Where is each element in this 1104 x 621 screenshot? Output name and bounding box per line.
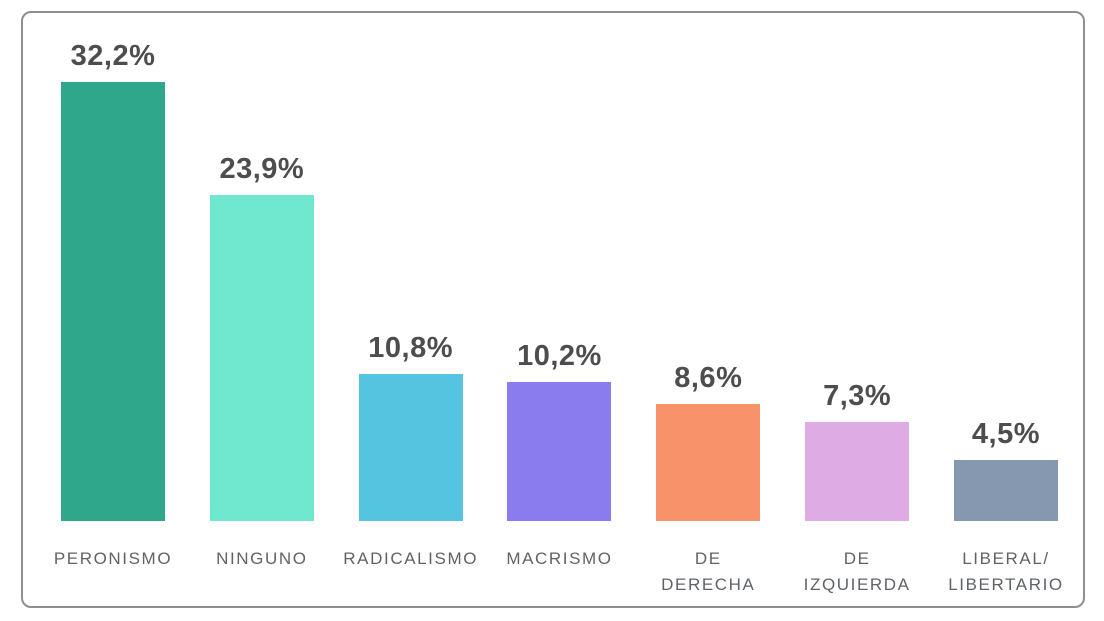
bar-value-label: 23,9%: [219, 153, 305, 185]
category-label: DE IZQUIERDA: [803, 549, 911, 594]
category-label-cell: PERONISMO: [54, 546, 171, 597]
category-label: RADICALISMO: [343, 549, 479, 568]
bar-column-macrismo: 10,2%: [507, 340, 612, 521]
category-label-cell: RADICALISMO: [343, 546, 476, 597]
bar-column-radicalismo: 10,8%: [358, 332, 463, 521]
bar-value-label: 10,2%: [517, 340, 602, 372]
bar-value-label: 8,6%: [674, 362, 743, 394]
category-label-cell: DE IZQUIERDA: [803, 546, 911, 597]
bar-column-de-izquierda: 7,3%: [805, 380, 910, 521]
category-label-cell: NINGUNO: [210, 546, 314, 597]
bar-de-derecha: [656, 404, 761, 521]
chart-frame: 32,2% 23,9% 10,8% 10,2% 8,6% 7,3% 4,5% PERONIS…: [21, 11, 1085, 608]
category-label: DE DERECHA: [661, 549, 756, 594]
bar-radicalismo: [358, 374, 463, 521]
bar-value-label: 7,3%: [823, 380, 892, 412]
category-label-cell: DE DERECHA: [656, 546, 760, 597]
category-label: NINGUNO: [216, 549, 308, 568]
category-label-cell: MACRISMO: [506, 546, 613, 597]
category-label: MACRISMO: [506, 549, 613, 568]
bar-de-izquierda: [805, 422, 910, 521]
bar-ninguno: [209, 195, 314, 521]
bar-value-label: 32,2%: [70, 40, 156, 72]
bar-value-label: 4,5%: [971, 418, 1041, 450]
bar-column-liberal-libertario: 4,5%: [953, 418, 1058, 521]
category-label: PERONISMO: [53, 549, 173, 568]
bar-liberal-libertario: [953, 460, 1058, 521]
bar-column-ninguno: 23,9%: [209, 153, 314, 521]
bar-column-de-derecha: 8,6%: [656, 362, 761, 521]
category-label: LIBERAL/ LIBERTARIO: [948, 549, 1064, 594]
labels-row: PERONISMO NINGUNO RADICALISMO MACRISMO DE DE…: [23, 521, 1083, 597]
bar-value-label: 10,8%: [368, 332, 454, 364]
bars-row: 32,2% 23,9% 10,8% 10,2% 8,6% 7,3% 4,5%: [23, 13, 1083, 521]
category-label-cell: LIBERAL/ LIBERTARIO: [948, 546, 1062, 597]
bar-column-peronismo: 32,2%: [61, 40, 165, 521]
bar-peronismo: [61, 82, 165, 521]
bar-macrismo: [507, 382, 612, 521]
